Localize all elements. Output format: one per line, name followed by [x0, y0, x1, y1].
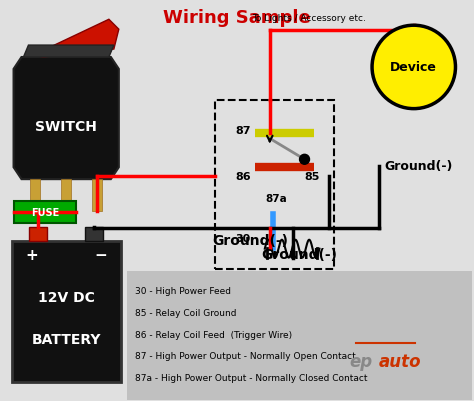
Text: 30: 30 — [235, 233, 251, 243]
Circle shape — [300, 155, 310, 165]
Text: 87: 87 — [235, 126, 251, 136]
Polygon shape — [24, 46, 114, 58]
Text: −: − — [95, 247, 107, 263]
Bar — [11, 241, 121, 382]
Bar — [92, 180, 102, 211]
Circle shape — [372, 26, 456, 109]
Text: 85: 85 — [305, 171, 320, 181]
Text: 87a - High Power Output - Normally Closed Contact: 87a - High Power Output - Normally Close… — [135, 373, 367, 382]
Bar — [127, 271, 473, 400]
Text: BATTERY: BATTERY — [31, 332, 101, 346]
Text: FUSE: FUSE — [31, 207, 59, 217]
Text: auto: auto — [379, 352, 421, 370]
Polygon shape — [33, 20, 119, 58]
Text: 87 - High Power Output - Normally Open Contact: 87 - High Power Output - Normally Open C… — [135, 352, 356, 360]
Text: Device: Device — [390, 61, 437, 74]
Text: Ground(-): Ground(-) — [384, 160, 452, 173]
Text: 85 - Relay Coil Ground: 85 - Relay Coil Ground — [135, 308, 236, 317]
Text: 30 - High Power Feed: 30 - High Power Feed — [135, 286, 231, 295]
Text: ep: ep — [349, 352, 373, 370]
Text: 86 - Relay Coil Feed  (Trigger Wire): 86 - Relay Coil Feed (Trigger Wire) — [135, 330, 292, 339]
Bar — [14, 201, 76, 223]
Text: 87a: 87a — [266, 193, 288, 203]
Bar — [29, 227, 47, 241]
Bar — [215, 100, 334, 269]
Bar — [61, 180, 71, 211]
Text: To Lights / Accessory etc.: To Lights / Accessory etc. — [253, 14, 366, 23]
Bar — [30, 180, 40, 211]
Polygon shape — [14, 58, 119, 180]
Text: Ground(-): Ground(-) — [262, 247, 337, 261]
Text: 12V DC: 12V DC — [38, 290, 95, 304]
Text: Ground(-): Ground(-) — [212, 233, 288, 247]
Text: +: + — [25, 247, 38, 263]
Text: 86: 86 — [235, 171, 251, 181]
Bar — [85, 227, 103, 241]
Text: SWITCH: SWITCH — [35, 120, 97, 134]
Text: Wiring Sample: Wiring Sample — [163, 9, 311, 27]
